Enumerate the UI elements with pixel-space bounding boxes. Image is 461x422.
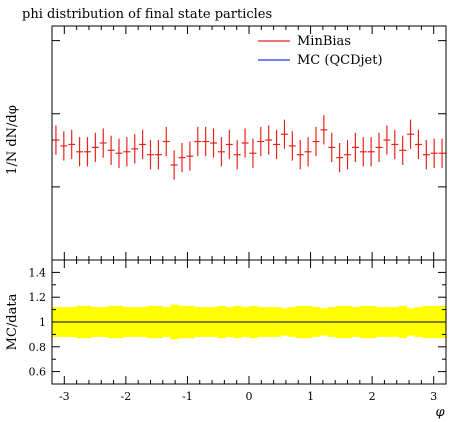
x-tick-label-2: -1 xyxy=(182,390,193,403)
x-tick-label-5: 2 xyxy=(369,390,376,403)
ratio-y-tick-label-2: 1 xyxy=(39,316,46,329)
ratio-y-tick-label-0: 0.6 xyxy=(29,366,47,379)
minbias-points xyxy=(52,115,446,180)
ratio-ticks xyxy=(51,259,447,385)
ratio-panel: 0.6 0.8 1 1.2 1.4 -3 -2 -1 0 1 2 3 MC/data φ xyxy=(5,259,447,420)
ratio-y-tick-label-3: 1.2 xyxy=(29,291,47,304)
legend: MinBias MC (QCDjet) xyxy=(258,34,383,68)
x-tick-label-4: 1 xyxy=(307,390,314,403)
x-tick-labels: -3 -2 -1 0 1 2 3 xyxy=(59,390,437,403)
x-tick-label-3: 0 xyxy=(246,390,253,403)
ratio-y-axis-label: MC/data xyxy=(5,293,20,350)
ratio-y-tick-labels: 0.6 0.8 1 1.2 1.4 xyxy=(29,266,47,378)
x-tick-label-6: 3 xyxy=(430,390,437,403)
x-tick-label-1: -2 xyxy=(121,390,132,403)
main-panel: 1/N dN/dφ MinBias MC (QCDjet) xyxy=(5,25,447,261)
ratio-y-tick-label-4: 1.4 xyxy=(29,266,47,279)
legend-label-minbias: MinBias xyxy=(297,34,351,49)
x-axis-label: φ xyxy=(435,405,445,420)
chart-title: phi distribution of final state particle… xyxy=(22,7,272,22)
ratio-y-tick-label-1: 0.8 xyxy=(29,341,47,354)
x-tick-label-0: -3 xyxy=(59,390,70,403)
legend-label-mc: MC (QCDjet) xyxy=(297,53,383,68)
main-ticks xyxy=(51,26,447,260)
main-y-axis-label: 1/N dN/dφ xyxy=(5,105,20,175)
